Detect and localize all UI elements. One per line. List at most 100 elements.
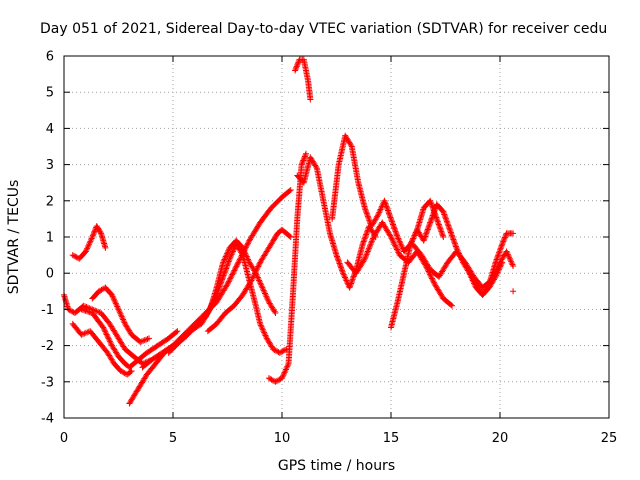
data-point-track-g — [226, 257, 233, 264]
data-point-track-m — [395, 236, 402, 243]
data-point-track-d — [109, 293, 116, 300]
grid-lines — [64, 56, 609, 418]
data-point-track-f — [230, 268, 237, 275]
data-point-track-f — [226, 276, 233, 283]
data-point-track-o — [444, 219, 451, 226]
data-point-track-m — [386, 211, 393, 218]
data-point-track-m — [438, 228, 445, 235]
data-point-track-d — [117, 310, 124, 317]
data-point-track-h — [220, 259, 227, 266]
data-point-track-e — [102, 328, 109, 335]
data-point-track-g — [257, 322, 264, 329]
data-point-track-n — [429, 276, 436, 283]
data-point-track-m — [382, 201, 389, 208]
data-point-track-h — [261, 289, 268, 296]
data-point-track-d — [111, 297, 118, 304]
data-point-track-j — [282, 367, 289, 374]
data-point-track-j — [279, 373, 286, 380]
data-point-track-c — [81, 330, 88, 337]
data-point-track-j — [273, 378, 280, 385]
data-point-track-q — [496, 249, 503, 256]
data-point-track-l — [361, 235, 368, 242]
data-point-track-h — [220, 257, 227, 264]
data-point-track-l — [362, 234, 369, 241]
data-point-track-e — [104, 332, 111, 339]
data-point-track-b — [90, 229, 97, 236]
data-point-track-q — [467, 273, 474, 280]
data-point-track-c — [127, 368, 134, 375]
data-point-track-h — [239, 244, 246, 251]
data-point-track-b — [84, 245, 91, 252]
data-point-track-d — [114, 303, 121, 310]
data-point-track-e — [108, 341, 115, 348]
data-point-track-j — [284, 362, 291, 369]
data-point-track-o — [427, 219, 434, 226]
data-point-track-b — [71, 252, 78, 259]
data-point-track-m — [384, 207, 391, 214]
data-point-track-i — [249, 276, 256, 283]
data-point-track-h — [262, 291, 269, 298]
data-point-track-m — [436, 222, 443, 229]
data-point-track-a — [67, 307, 74, 314]
data-point-track-o — [450, 236, 457, 243]
data-point-track-c — [78, 331, 85, 338]
data-point-track-l — [342, 274, 349, 281]
data-point-track-h — [255, 275, 262, 282]
data-point-track-h — [260, 286, 267, 293]
data-point-track-m — [376, 207, 383, 214]
data-point-track-o — [440, 208, 447, 215]
data-point-track-n — [392, 242, 399, 249]
axis-ticks — [63, 55, 610, 419]
data-point-track-q — [495, 252, 502, 259]
data-point-track-c — [118, 368, 125, 375]
data-point-track-h — [245, 257, 252, 264]
data-point-track-o — [410, 235, 417, 242]
y-tick-label: 1 — [46, 231, 54, 246]
data-point-track-l — [360, 238, 367, 245]
data-point-track-j — [282, 366, 289, 373]
data-point-track-o — [451, 239, 458, 246]
data-point-track-q — [494, 255, 501, 262]
data-point-track-b — [84, 244, 91, 251]
data-point-track-e — [106, 337, 113, 344]
data-point-track-j — [265, 375, 272, 382]
data-point-track-d — [120, 316, 127, 323]
data-point-track-k — [293, 64, 300, 71]
data-point-track-m — [365, 214, 372, 221]
data-point-track-b — [90, 231, 97, 238]
data-point-track-b — [83, 247, 90, 254]
data-point-track-l — [359, 241, 366, 248]
data-point-track-m — [437, 227, 444, 234]
data-point-track-m — [381, 199, 388, 206]
data-point-track-d — [116, 309, 123, 316]
data-point-track-l — [363, 230, 370, 237]
data-point-track-m — [428, 200, 435, 207]
data-point-track-n — [390, 239, 397, 246]
data-point-track-n — [392, 243, 399, 250]
data-point-track-h — [244, 256, 251, 263]
data-point-track-h — [243, 253, 250, 260]
data-point-track-e — [102, 330, 109, 337]
data-point-track-c — [117, 367, 124, 374]
data-point-track-g — [230, 247, 237, 254]
data-point-track-m — [388, 217, 395, 224]
data-point-track-j — [302, 152, 309, 159]
data-point-track-g — [262, 332, 269, 339]
data-point-track-m — [385, 208, 392, 215]
data-point-track-p — [503, 248, 510, 255]
data-point-track-j — [300, 156, 307, 163]
data-point-track-h — [256, 277, 263, 284]
data-point-track-g — [229, 248, 236, 255]
data-point-track-n — [364, 249, 371, 256]
data-point-track-o — [451, 240, 458, 247]
data-point-track-f — [225, 278, 232, 285]
y-tick-label: 5 — [46, 86, 54, 101]
data-point-track-o — [442, 214, 449, 221]
data-point-track-d — [138, 338, 145, 345]
data-point-track-o — [444, 221, 451, 228]
data-point-track-d — [110, 294, 117, 301]
data-point-track-a — [90, 307, 97, 314]
data-point-track-m — [389, 218, 396, 225]
data-point-track-o — [423, 230, 430, 237]
